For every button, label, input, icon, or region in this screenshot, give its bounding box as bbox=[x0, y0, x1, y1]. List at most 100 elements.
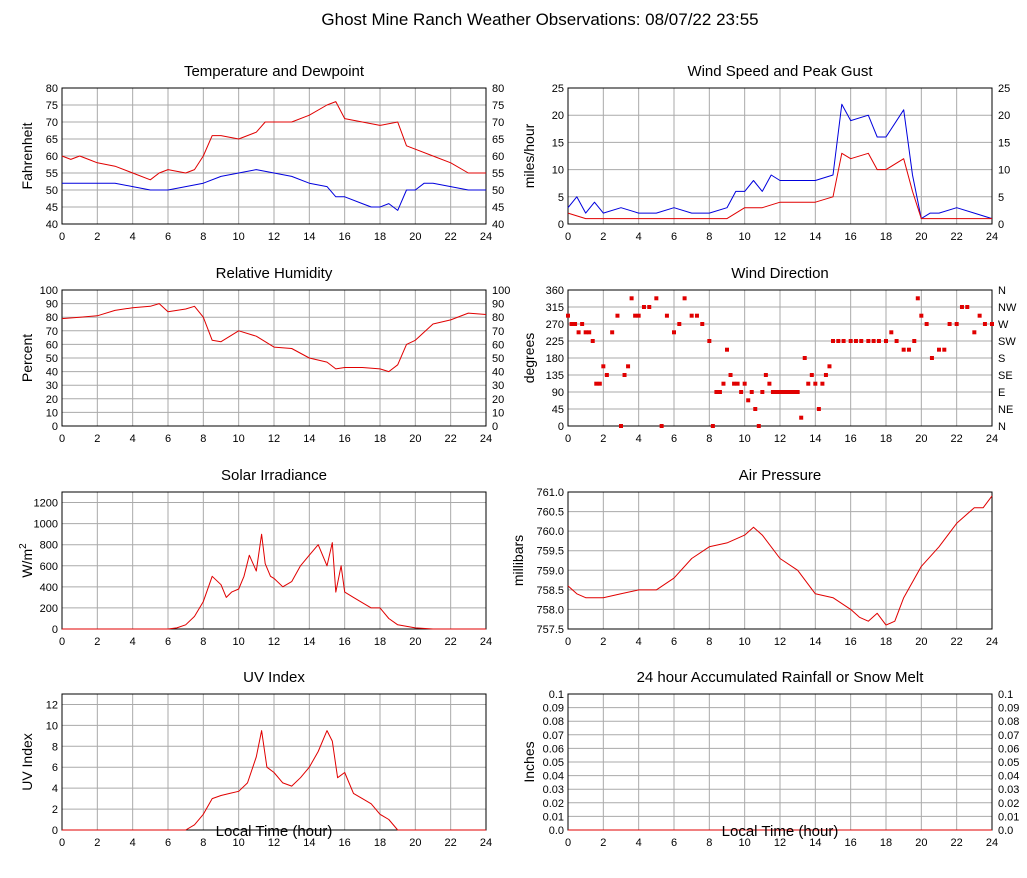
rainfall-right-tick-label: 0.03 bbox=[998, 784, 1019, 796]
humidity-y-tick-label: 60 bbox=[46, 339, 58, 351]
humidity-x-tick-label: 12 bbox=[268, 433, 280, 445]
rainfall-right-tick-label: 0.06 bbox=[998, 743, 1019, 755]
wind-speed-x-tick-label: 20 bbox=[915, 231, 927, 243]
wind-direction-point bbox=[604, 373, 609, 377]
humidity-right-tick-label: 100 bbox=[492, 285, 510, 297]
uv-x-tick-label: 4 bbox=[130, 837, 136, 849]
wind-direction-point bbox=[788, 390, 793, 394]
pressure-y-tick-label: 757.5 bbox=[536, 624, 564, 636]
wind-speed-x-tick-label: 24 bbox=[986, 231, 998, 243]
wind-direction-point bbox=[990, 322, 994, 326]
wind-direction-point bbox=[659, 424, 664, 428]
wind-direction-point bbox=[641, 305, 646, 309]
rainfall-right-tick-label: 0.01 bbox=[998, 811, 1019, 823]
temperature-x-tick-label: 20 bbox=[409, 231, 421, 243]
pressure-y-tick-label: 760.5 bbox=[536, 507, 564, 519]
uv-x-tick-label: 12 bbox=[268, 837, 280, 849]
temperature-right-tick-label: 45 bbox=[492, 202, 504, 214]
solar-frame bbox=[61, 491, 487, 630]
wind-direction-point bbox=[770, 390, 775, 394]
wind-direction-x-tick-label: 24 bbox=[986, 433, 998, 445]
wind-direction-point bbox=[629, 296, 634, 301]
rainfall-x-tick-label: 12 bbox=[774, 837, 786, 849]
wind-direction-point bbox=[677, 322, 682, 326]
temperature-right-tick-label: 40 bbox=[492, 219, 504, 231]
uv-y-tick-label: 0 bbox=[52, 825, 58, 837]
pressure-x-tick-label: 22 bbox=[951, 636, 963, 648]
wind-speed-right-tick-label: 25 bbox=[998, 83, 1010, 95]
wind-direction-point bbox=[919, 313, 924, 318]
pressure-x-tick-label: 6 bbox=[671, 636, 677, 648]
wind-direction-point bbox=[725, 347, 729, 352]
wind-direction-point bbox=[924, 322, 929, 326]
temperature-y-axis-label: Fahrenheit bbox=[19, 122, 35, 189]
wind-direction-point bbox=[820, 381, 825, 386]
pressure-y-tick-label: 758.0 bbox=[536, 604, 564, 616]
temperature-x-tick-label: 14 bbox=[303, 231, 315, 243]
humidity-right-tick-label: 40 bbox=[492, 367, 504, 379]
wind-direction-y-tick-label: 0 bbox=[558, 421, 564, 433]
rainfall-right-tick-label: 0.07 bbox=[998, 730, 1019, 742]
pressure-x-tick-label: 0 bbox=[565, 636, 571, 648]
temperature-y-tick-label: 50 bbox=[46, 185, 58, 197]
wind-direction-right-tick-label: W bbox=[998, 319, 1009, 331]
wind-direction-right-tick-label: SW bbox=[998, 336, 1016, 348]
rainfall-x-tick-label: 8 bbox=[706, 837, 712, 849]
uv-x-tick-label: 24 bbox=[480, 837, 492, 849]
wind-direction-point bbox=[569, 322, 574, 326]
temperature-right-tick-label: 55 bbox=[492, 168, 504, 180]
wind-direction-point bbox=[841, 339, 846, 343]
wind-speed-x-tick-label: 12 bbox=[774, 231, 786, 243]
temperature-x-tick-label: 10 bbox=[233, 231, 245, 243]
wind-direction-x-tick-label: 18 bbox=[880, 433, 892, 445]
wind-direction-point bbox=[682, 296, 687, 301]
solar-x-tick-label: 10 bbox=[233, 636, 245, 648]
rainfall-x-tick-label: 22 bbox=[951, 837, 963, 849]
pressure-frame bbox=[567, 491, 993, 630]
wind-direction-point bbox=[871, 339, 876, 343]
wind-direction-point bbox=[576, 330, 581, 335]
humidity-right-tick-label: 10 bbox=[492, 407, 504, 419]
humidity-y-tick-label: 80 bbox=[46, 312, 58, 324]
temperature-y-axis-label-text: Fahrenheit bbox=[19, 122, 35, 189]
temperature-x-tick-label: 4 bbox=[130, 231, 136, 243]
humidity-y-tick-label: 0 bbox=[52, 421, 58, 433]
rainfall-y-tick-label: 0.02 bbox=[543, 798, 564, 810]
wind-direction-point bbox=[597, 381, 602, 386]
x-axis-label-left: Local Time (hour) bbox=[216, 823, 333, 840]
wind-direction-point bbox=[583, 330, 588, 335]
wind-direction-x-tick-label: 0 bbox=[565, 433, 571, 445]
temperature-x-tick-label: 8 bbox=[200, 231, 206, 243]
temperature-y-tick-label: 45 bbox=[46, 202, 58, 214]
wind-direction-point bbox=[672, 330, 676, 335]
temperature-right-tick-label: 70 bbox=[492, 117, 504, 129]
wind-direction-point bbox=[647, 305, 652, 309]
wind-speed-x-tick-label: 14 bbox=[809, 231, 821, 243]
rainfall-title: 24 hour Accumulated Rainfall or Snow Mel… bbox=[637, 669, 925, 686]
rainfall-x-tick-label: 20 bbox=[915, 837, 927, 849]
wind-direction-point bbox=[915, 296, 920, 301]
rainfall-x-tick-label: 6 bbox=[671, 837, 677, 849]
rainfall-x-tick-label: 2 bbox=[600, 837, 606, 849]
rainfall-x-tick-label: 16 bbox=[845, 837, 857, 849]
wind-direction-title: Wind Direction bbox=[731, 265, 829, 282]
temperature-x-tick-label: 16 bbox=[339, 231, 351, 243]
wind-direction-point bbox=[809, 373, 814, 377]
temperature-y-tick-label: 55 bbox=[46, 168, 58, 180]
wind-speed-x-tick-label: 16 bbox=[845, 231, 857, 243]
humidity-y-tick-label: 70 bbox=[46, 326, 58, 338]
wind-direction-point bbox=[884, 339, 888, 343]
humidity-series-0-line bbox=[61, 303, 487, 373]
wind-direction-point bbox=[573, 322, 578, 326]
solar-y-tick-label: 0 bbox=[52, 624, 58, 636]
solar-x-tick-label: 20 bbox=[409, 636, 421, 648]
temperature-y-tick-label: 80 bbox=[46, 83, 58, 95]
uv-x-tick-label: 10 bbox=[233, 837, 245, 849]
humidity-right-tick-label: 0 bbox=[492, 421, 498, 433]
humidity-x-tick-label: 18 bbox=[374, 433, 386, 445]
wind-speed-x-tick-label: 6 bbox=[671, 231, 677, 243]
wind-speed-y-tick-label: 0 bbox=[558, 219, 564, 231]
